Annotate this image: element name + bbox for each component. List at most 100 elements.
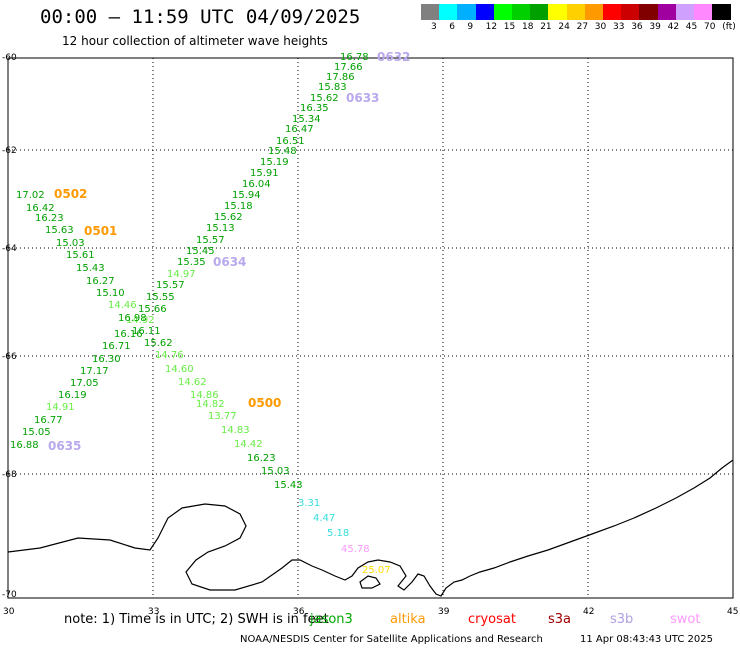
- swh-value: 16.51: [276, 136, 305, 147]
- swh-value: 15.63: [45, 225, 74, 236]
- swh-value: 45.78: [341, 544, 370, 555]
- swh-value: 15.48: [268, 146, 297, 157]
- lon-tick-label: 45: [727, 607, 738, 617]
- swh-value: 15.34: [292, 114, 321, 125]
- lat-tick-label: -66: [2, 352, 17, 362]
- swh-value: 15.62: [144, 338, 173, 349]
- swh-value: 16.98: [118, 313, 147, 324]
- legend-swatch: [584, 4, 604, 20]
- swh-value: 5.18: [327, 528, 349, 539]
- legend-swatch: [421, 4, 440, 20]
- map-grid: [8, 58, 733, 598]
- antarctic-coastline: [7, 459, 734, 597]
- lon-tick-label: 33: [148, 607, 159, 617]
- swh-value: 14.76: [155, 350, 184, 361]
- swh-value: 15.35: [177, 257, 206, 268]
- legend-swatch: [530, 4, 549, 20]
- swh-value: 15.62: [214, 212, 243, 223]
- swh-value: 15.55: [146, 292, 175, 303]
- swh-value: 15.10: [96, 288, 125, 299]
- lat-tick-label: -70: [2, 590, 17, 600]
- swh-value: 15.62: [310, 93, 339, 104]
- legend-label: (ft): [722, 22, 736, 32]
- lat-tick-label: -64: [2, 244, 17, 254]
- swh-value: 16.47: [285, 124, 314, 135]
- lon-tick-label: 36: [293, 607, 305, 617]
- swh-value: 15.19: [260, 157, 289, 168]
- credit-line: NOAA/NESDIS Center for Satellite Applica…: [240, 634, 543, 645]
- swh-value: 15.57: [196, 235, 225, 246]
- swh-value: 17.66: [334, 62, 363, 73]
- swh-value: 16.42: [26, 203, 55, 214]
- swh-value: 14.46: [108, 300, 137, 311]
- legend-label: 27: [576, 22, 589, 32]
- swh-value: 17.17: [80, 366, 109, 377]
- legend-swatch: [694, 4, 713, 20]
- swh-value: 16.04: [242, 179, 271, 190]
- lon-tick-label: 39: [438, 607, 450, 617]
- swh-value: 14.92: [126, 315, 155, 326]
- swh-value: 16.77: [34, 415, 63, 426]
- swh-value: 14.91: [46, 402, 75, 413]
- legend-swatch: [566, 4, 586, 20]
- page-subtitle: 12 hour collection of altimeter wave hei…: [62, 34, 328, 48]
- legend-swatch: [657, 4, 677, 20]
- pass-id-label: 0502: [54, 187, 87, 201]
- swh-value: 14.42: [234, 439, 263, 450]
- legend-label: 45: [685, 22, 698, 32]
- generation-timestamp: 11 Apr 08:43:43 UTC 2025: [580, 634, 713, 645]
- swh-value: 15.66: [138, 304, 167, 315]
- swh-value: 15.61: [66, 250, 95, 261]
- page-title: 00:00 – 11:59 UTC 04/09/2025: [40, 6, 361, 28]
- swh-value: 16.35: [300, 103, 329, 114]
- swh-value: 15.43: [76, 263, 105, 274]
- legend-swatch: [512, 4, 531, 20]
- swh-value: 14.86: [190, 390, 219, 401]
- legend-swatch: [675, 4, 695, 20]
- legend-swatch: [457, 4, 477, 20]
- swh-value: 16.23: [35, 213, 64, 224]
- swh-value: 15.03: [56, 238, 85, 249]
- legend-label: 39: [649, 22, 661, 32]
- swh-value: 15.13: [206, 223, 235, 234]
- legend-label: 24: [558, 22, 570, 32]
- swh-value: 14.62: [178, 377, 207, 388]
- legend-swatch: [621, 4, 640, 20]
- lat-tick-label: -62: [2, 146, 17, 156]
- satellite-cryosat: cryosat: [468, 612, 516, 627]
- swh-value: 16.16: [114, 329, 143, 340]
- satellite-jason3: jason3: [310, 612, 353, 627]
- satellite-swot: swot: [670, 612, 701, 627]
- swh-value: 16.19: [58, 390, 87, 401]
- pass-id-label: 0501: [84, 224, 117, 238]
- swh-value: 16.11: [132, 326, 161, 337]
- swh-value: 4.47: [313, 513, 335, 524]
- legend-label: 70: [704, 22, 716, 32]
- legend-swatch: [475, 4, 495, 20]
- legend-label: 36: [631, 22, 643, 32]
- satellite-altika: altika: [390, 612, 426, 627]
- legend-swatch: [493, 4, 513, 20]
- legend-swatch: [439, 4, 458, 20]
- swh-value: 14.82: [196, 399, 225, 410]
- pass-id-label: 0633: [346, 91, 379, 105]
- legend-label: 9: [467, 22, 474, 32]
- swh-value: 15.91: [250, 168, 279, 179]
- pass-id-label: 0635: [48, 439, 81, 453]
- pass-id-label: 0632: [377, 50, 410, 64]
- legend-label: 33: [613, 22, 625, 32]
- map-frame: [7, 57, 734, 599]
- coast-island: [359, 575, 381, 589]
- swh-value: 17.02: [16, 190, 45, 201]
- legend-label: 30: [594, 22, 607, 32]
- pass-id-label: 0634: [213, 255, 246, 269]
- swh-value: 17.86: [326, 72, 355, 83]
- swh-value: 15.03: [261, 466, 290, 477]
- pass-id-label: 0500: [248, 396, 281, 410]
- swh-value: 15.43: [274, 480, 303, 491]
- swh-value: 15.83: [318, 82, 347, 93]
- legend-label: 42: [667, 22, 680, 32]
- lat-tick-label: -60: [2, 53, 17, 63]
- swh-value: 16.27: [86, 276, 115, 287]
- legend-label: 3: [431, 22, 437, 32]
